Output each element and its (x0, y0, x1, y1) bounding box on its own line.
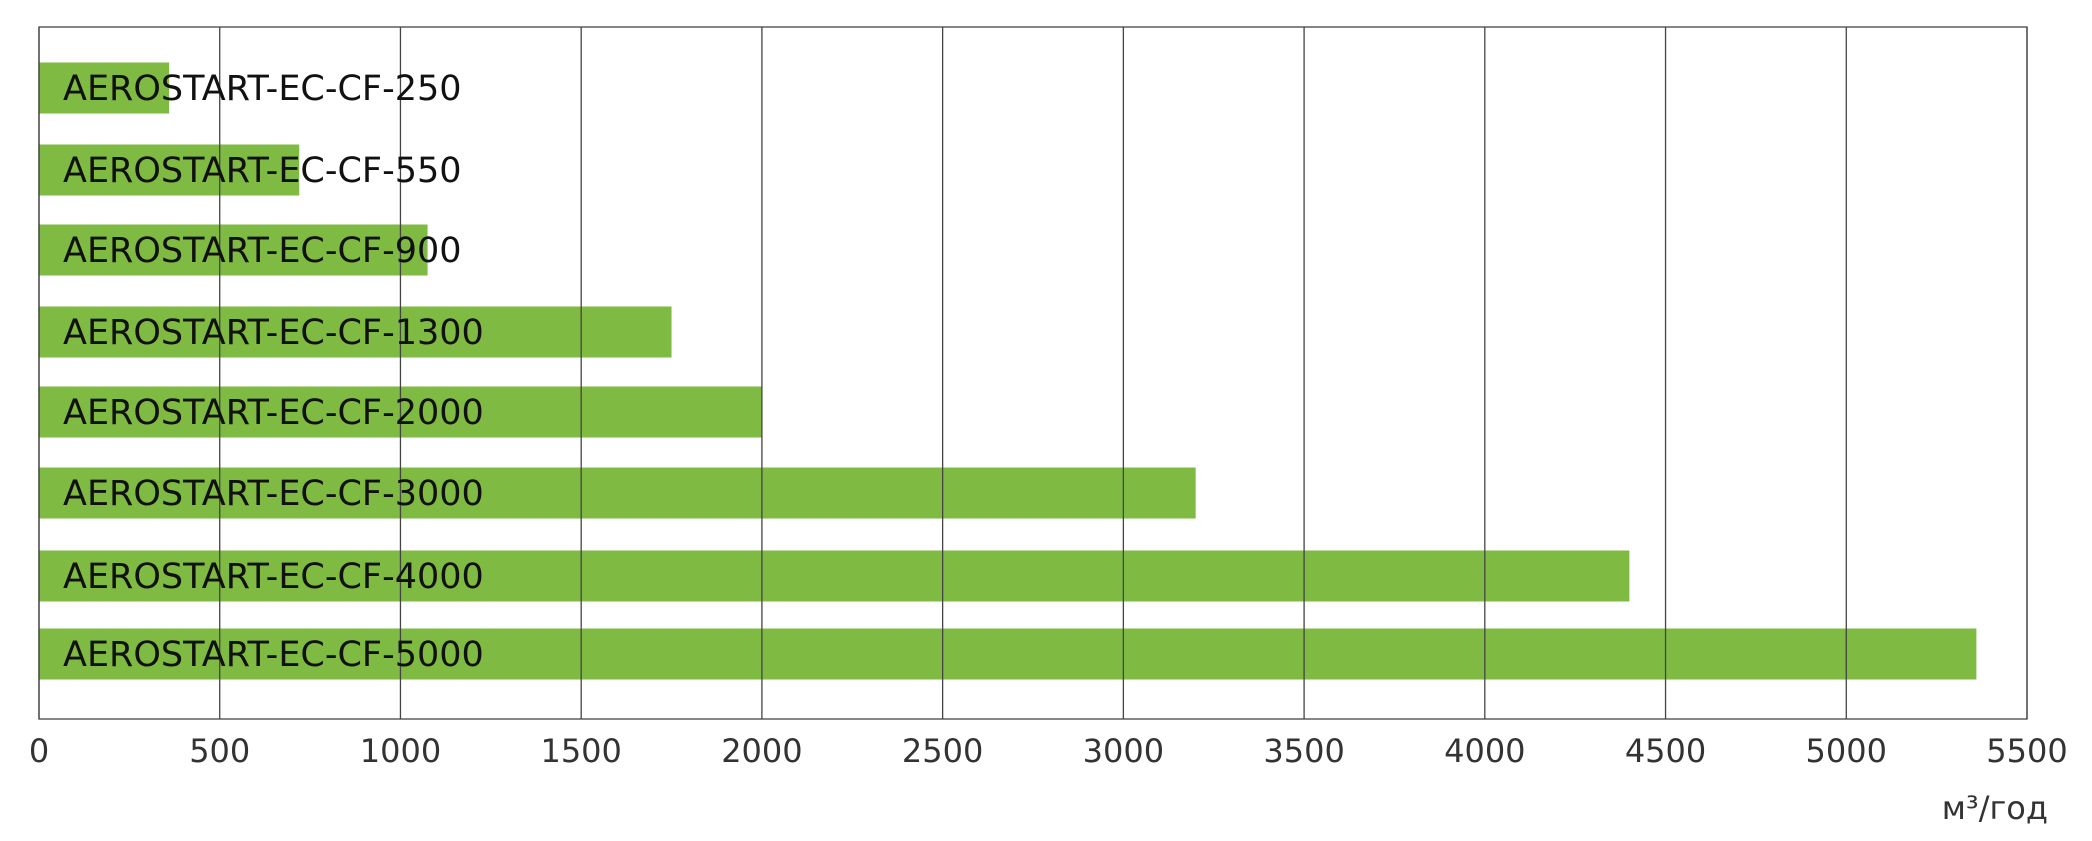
bar (39, 628, 1977, 680)
x-tick-label: 4500 (1625, 732, 1706, 770)
x-tick-label: 3000 (1083, 732, 1164, 770)
x-tick-label: 5500 (1986, 732, 2067, 770)
bar-label: AEROSTART-EC-CF-3000 (63, 474, 484, 514)
bar-label: AEROSTART-EC-CF-1300 (63, 313, 484, 353)
x-axis-label: м³/год (1942, 789, 2048, 827)
x-tick-label: 2500 (902, 732, 983, 770)
bar-label: AEROSTART-EC-CF-900 (63, 231, 462, 271)
bar (39, 306, 672, 358)
bar (39, 224, 428, 276)
bar-label: AEROSTART-EC-CF-4000 (63, 557, 484, 597)
x-tick-label: 3500 (1263, 732, 1344, 770)
x-tick-label: 0 (29, 732, 49, 770)
plot-border (38, 26, 2028, 720)
x-tick-label: 500 (189, 732, 250, 770)
x-tick-label: 1000 (360, 732, 441, 770)
x-tick-label: 1500 (540, 732, 621, 770)
bar-label: AEROSTART-EC-CF-2000 (63, 393, 484, 433)
bar (39, 144, 300, 196)
bar (39, 62, 170, 114)
bar-label: AEROSTART-EC-CF-250 (63, 69, 462, 109)
x-tick-label: 4000 (1444, 732, 1525, 770)
bar-label: AEROSTART-EC-CF-5000 (63, 635, 484, 675)
bar (39, 467, 1196, 519)
bar-label: AEROSTART-EC-CF-550 (63, 151, 462, 191)
x-tick-label: 5000 (1806, 732, 1887, 770)
x-tick-label: 2000 (721, 732, 802, 770)
bar (39, 550, 1630, 602)
